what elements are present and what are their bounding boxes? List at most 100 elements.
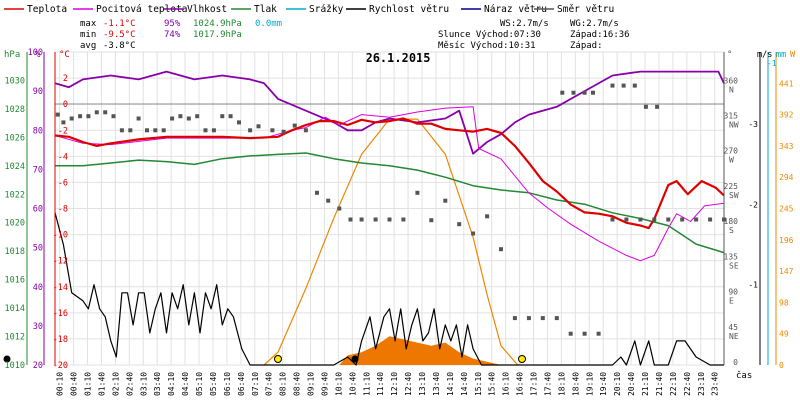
wind-direction-point bbox=[119, 128, 124, 133]
rain-axis-label: mm bbox=[776, 50, 786, 60]
time-tick-label: 09:10 bbox=[307, 372, 316, 396]
sunrise-marker bbox=[274, 355, 282, 363]
moon-marker-left bbox=[3, 355, 11, 363]
solar-tick-label: 441 bbox=[779, 79, 794, 88]
time-tick-label: 18:40 bbox=[571, 372, 580, 396]
direction-tick-degrees: 0 bbox=[733, 358, 738, 367]
wind-direction-point bbox=[373, 217, 378, 222]
wind-direction-point bbox=[61, 120, 66, 125]
wind-direction-point bbox=[292, 123, 297, 128]
direction-tick-compass: SW bbox=[729, 191, 739, 200]
direction-tick-degrees: 315 bbox=[724, 112, 739, 121]
temperature-tick-label: -16 bbox=[53, 309, 68, 319]
direction-tick-degrees: 360 bbox=[724, 76, 739, 85]
legend-temperature: Teplota bbox=[27, 4, 67, 15]
wind-direction-point bbox=[337, 206, 342, 211]
time-tick-label: 17:40 bbox=[543, 372, 552, 396]
wind-direction-point bbox=[499, 247, 503, 252]
wind-direction-point bbox=[359, 217, 364, 222]
pressure-tick-label: 1012 bbox=[5, 333, 25, 343]
time-tick-label: 08:40 bbox=[293, 372, 302, 396]
wind-direction-point bbox=[568, 331, 573, 336]
humidity-tick-label: 20 bbox=[33, 361, 43, 371]
wind-direction-point bbox=[582, 331, 587, 336]
wind-direction-point bbox=[186, 116, 191, 121]
solar-tick-label: 392 bbox=[779, 111, 794, 120]
wind-direction-point bbox=[415, 190, 420, 195]
wind-direction-points bbox=[55, 83, 726, 336]
wind-direction-point bbox=[103, 110, 108, 115]
wind-direction-point bbox=[457, 222, 462, 227]
pressure-tick-label: 1030 bbox=[5, 76, 25, 86]
time-axis-ticks: 00:10 00:40 01:10 01:40 02:10 02:40 03:10 03:40… bbox=[56, 372, 720, 396]
time-tick-label: 19:40 bbox=[599, 372, 608, 396]
time-tick-label: 13:10 bbox=[418, 372, 427, 396]
wind-direction-point bbox=[694, 217, 699, 222]
wind-direction-point bbox=[471, 231, 476, 236]
wind-direction-point bbox=[621, 83, 626, 88]
time-tick-label: 11:40 bbox=[376, 372, 385, 396]
time-tick-label: 16:40 bbox=[516, 372, 525, 396]
pressure-tick-label: 1026 bbox=[5, 133, 25, 143]
temperature-tick-label: -14 bbox=[53, 283, 68, 293]
humidity-tick-label: 90 bbox=[33, 87, 43, 97]
pressure-tick-label: 1010 bbox=[5, 361, 25, 371]
time-tick-label: 13:40 bbox=[432, 372, 441, 396]
time-tick-label: 10:40 bbox=[348, 372, 357, 396]
legend: Teplota Pocitová teplota Vlhkost Tlak Sr… bbox=[4, 4, 614, 15]
wind-direction-point bbox=[303, 128, 308, 133]
wind-direction-point bbox=[387, 217, 392, 222]
pressure-ticks: 1030 1028 1026 1024 1022 1020 1018 1016 1014 1012… bbox=[5, 76, 25, 371]
humidity-line bbox=[54, 70, 725, 155]
wind-direction-point bbox=[161, 128, 166, 133]
temperature-line bbox=[54, 117, 725, 230]
pressure-axis-label: hPa bbox=[4, 50, 20, 60]
info-wg: WG:2.7m/s bbox=[570, 19, 619, 29]
wind-direction-point bbox=[211, 128, 216, 133]
temperature-tick-label: -20 bbox=[53, 361, 68, 371]
wind-direction-point bbox=[526, 316, 531, 321]
solar-tick-label: 245 bbox=[779, 205, 794, 214]
wind-direction-point bbox=[136, 116, 141, 121]
wind-direction-point bbox=[270, 128, 275, 133]
legend-wind-direction: Směr větru bbox=[557, 4, 614, 15]
wind-direction-point bbox=[228, 114, 233, 119]
wind-direction-point bbox=[256, 124, 261, 129]
solar-tick-label: 147 bbox=[779, 267, 794, 276]
wind-direction-point bbox=[281, 129, 286, 134]
time-tick-label: 03:40 bbox=[153, 372, 162, 396]
wind-direction-point bbox=[315, 190, 319, 195]
wind-direction-point bbox=[591, 90, 595, 95]
wind-direction-point bbox=[638, 217, 643, 222]
info-ws: WS:2.7m/s bbox=[500, 19, 549, 29]
stat-max-rain: 0.0mm bbox=[255, 19, 282, 29]
wind-direction-point bbox=[195, 114, 200, 119]
direction-tick-compass: SE bbox=[729, 261, 739, 270]
direction-tick-degrees: 135 bbox=[724, 252, 739, 261]
time-tick-label: 20:10 bbox=[613, 372, 622, 396]
wind-direction-point bbox=[178, 114, 183, 119]
pressure-tick-label: 1014 bbox=[5, 304, 25, 314]
wind-direction-point bbox=[632, 83, 637, 88]
time-tick-label: 04:10 bbox=[167, 372, 176, 396]
solar-tick-label: 196 bbox=[779, 236, 794, 245]
wind-axis-label: m/s bbox=[757, 50, 772, 60]
time-tick-label: 06:40 bbox=[237, 372, 246, 396]
wind-direction-point bbox=[237, 120, 241, 125]
time-tick-label: 23:10 bbox=[697, 372, 706, 396]
rain-ticks: -1 bbox=[767, 59, 777, 68]
time-tick-label: 14:10 bbox=[446, 372, 455, 396]
time-tick-label: 07:10 bbox=[251, 372, 260, 396]
stat-min-temp: -9.5°C bbox=[103, 30, 136, 40]
direction-tick-compass: N bbox=[729, 85, 734, 94]
solar-ticks: 441 392 343 294 245 196 147 98 49 0 bbox=[779, 79, 794, 370]
info-moonrise: Měsíc Východ:10:31 bbox=[438, 41, 536, 51]
humidity-tick-label: 50 bbox=[33, 244, 43, 254]
wind-direction-point bbox=[326, 198, 331, 203]
time-tick-label: 20:40 bbox=[627, 372, 636, 396]
direction-tick-compass: NW bbox=[729, 121, 739, 130]
wind-speed-line bbox=[54, 212, 724, 366]
legend-wind-speed: Rychlost větru bbox=[369, 4, 449, 15]
